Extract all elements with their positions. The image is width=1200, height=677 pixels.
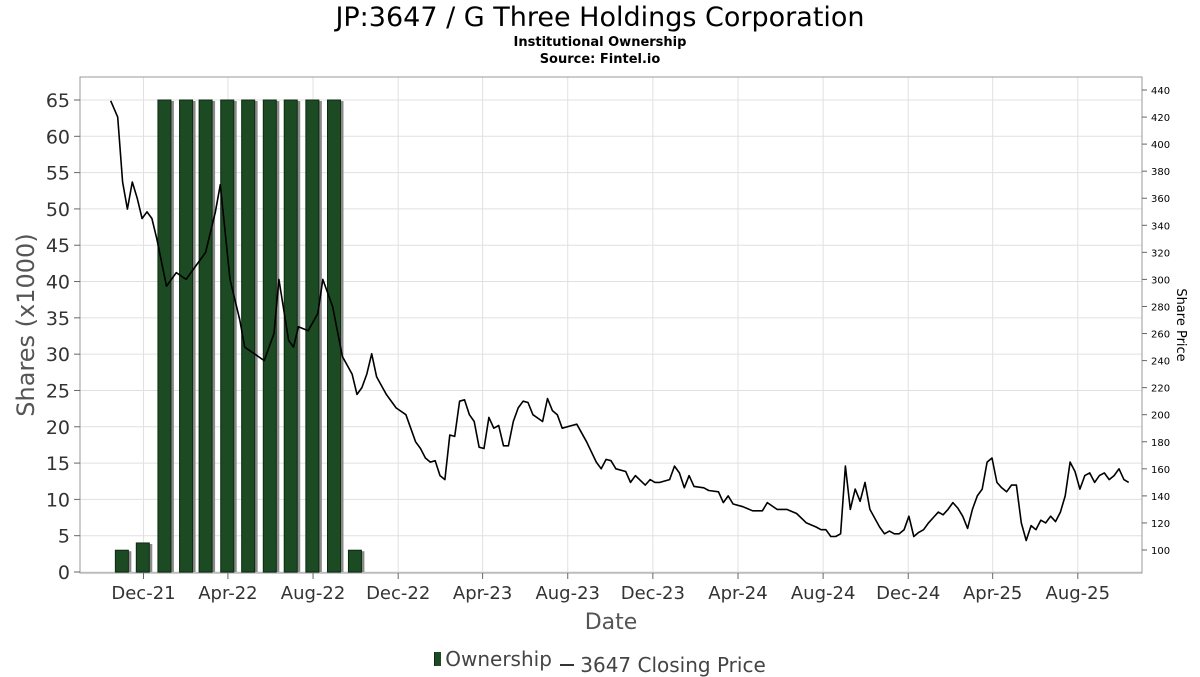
price-line-group [109, 100, 1130, 542]
x-tick-label: Dec-21 [111, 583, 175, 604]
y2-tick-label: 420 [1151, 113, 1170, 124]
chart-title: JP:3647 / G Three Holdings Corporation [335, 2, 865, 33]
ownership-bar [283, 99, 298, 573]
x-tick-label: Aug-24 [791, 583, 856, 604]
legend-price-label: 3647 Closing Price [580, 653, 766, 677]
ownership-bar [262, 99, 277, 573]
ownership-bar [241, 99, 256, 573]
y2-tick-label: 180 [1151, 438, 1170, 449]
y-axis-left: 0 5 10 15 20 25 30 35 40 45 50 55 60 65 [46, 90, 80, 584]
y-tick-label: 25 [46, 380, 70, 402]
y2-axis-label: Share Price [1173, 288, 1188, 361]
x-tick-label: Dec-22 [366, 583, 430, 604]
y-axis-label: Shares (x1000) [12, 233, 40, 416]
x-axis: Dec-21 Apr-22 Aug-22 Dec-22 Apr-23 Aug-23 Dec-… [111, 573, 1110, 604]
grid-lines [80, 77, 1142, 573]
y-tick-label: 35 [46, 308, 70, 330]
chart-subtitle: Institutional Ownership [513, 35, 687, 50]
y-tick-label: 65 [46, 90, 70, 112]
y2-tick-label: 240 [1151, 357, 1170, 368]
x-tick-label: Apr-24 [708, 583, 767, 604]
plot-frame [79, 76, 1143, 574]
x-axis-label: Date [585, 610, 638, 635]
y2-tick-label: 320 [1151, 248, 1170, 259]
ownership-bar [198, 99, 213, 573]
legend-price: 3647 Closing Price [558, 653, 766, 677]
legend-line-swatch [560, 664, 575, 666]
ownership-bar [135, 542, 150, 573]
y-tick-label: 60 [46, 126, 70, 148]
x-tick-label: Dec-24 [876, 583, 940, 604]
y2-tick-label: 400 [1151, 140, 1170, 151]
x-tick-label: Aug-25 [1046, 583, 1111, 604]
y2-tick-label: 380 [1151, 167, 1170, 178]
x-tick-label: Apr-23 [453, 583, 512, 604]
price-line [109, 100, 1130, 542]
x-tick-label: Apr-22 [198, 583, 257, 604]
y2-tick-label: 100 [1151, 546, 1170, 557]
y-tick-label: 15 [46, 453, 70, 475]
chart-source: Source: Fintel.io [539, 52, 661, 67]
y-tick-label: 10 [46, 489, 70, 511]
y2-tick-label: 220 [1151, 384, 1170, 395]
y-tick-label: 30 [46, 344, 70, 366]
ownership-bar [157, 99, 172, 573]
ownership-bar [347, 549, 362, 573]
x-tick-label: Apr-25 [963, 583, 1022, 604]
legend-bar-swatch [434, 652, 442, 666]
y2-tick-label: 140 [1151, 492, 1170, 503]
ownership-bar [326, 99, 341, 573]
y-tick-label: 50 [46, 199, 70, 221]
x-tick-label: Dec-23 [621, 583, 685, 604]
y2-tick-label: 120 [1151, 519, 1170, 530]
x-tick-label: Aug-22 [281, 583, 346, 604]
y-tick-label: 5 [58, 526, 70, 548]
legend-ownership: Ownership [434, 647, 552, 671]
y2-tick-label: 280 [1151, 302, 1170, 313]
legend: Ownership 3647 Closing Price [0, 647, 1200, 677]
ownership-bar [305, 99, 320, 573]
y2-tick-label: 440 [1151, 86, 1170, 97]
y2-tick-label: 340 [1151, 221, 1170, 232]
y2-tick-label: 200 [1151, 411, 1170, 422]
ownership-bar [114, 549, 129, 573]
x-tick-label: Aug-23 [535, 583, 600, 604]
y-axis-right: 100 120 140 160 180 200 220 240 260 280 300 320 340 3… [1142, 86, 1170, 557]
y2-tick-label: 160 [1151, 465, 1170, 476]
y2-tick-label: 260 [1151, 330, 1170, 341]
y-tick-label: 45 [46, 235, 70, 257]
y2-tick-label: 360 [1151, 194, 1170, 205]
ownership-bar [220, 99, 235, 573]
y-tick-label: 55 [46, 163, 70, 185]
y-tick-label: 0 [58, 562, 70, 584]
ownership-bar [179, 99, 194, 573]
ownership-bars [114, 99, 365, 573]
y-tick-label: 40 [46, 272, 70, 294]
y2-tick-label: 300 [1151, 275, 1170, 286]
legend-ownership-label: Ownership [445, 647, 552, 671]
y-tick-label: 20 [46, 417, 70, 439]
